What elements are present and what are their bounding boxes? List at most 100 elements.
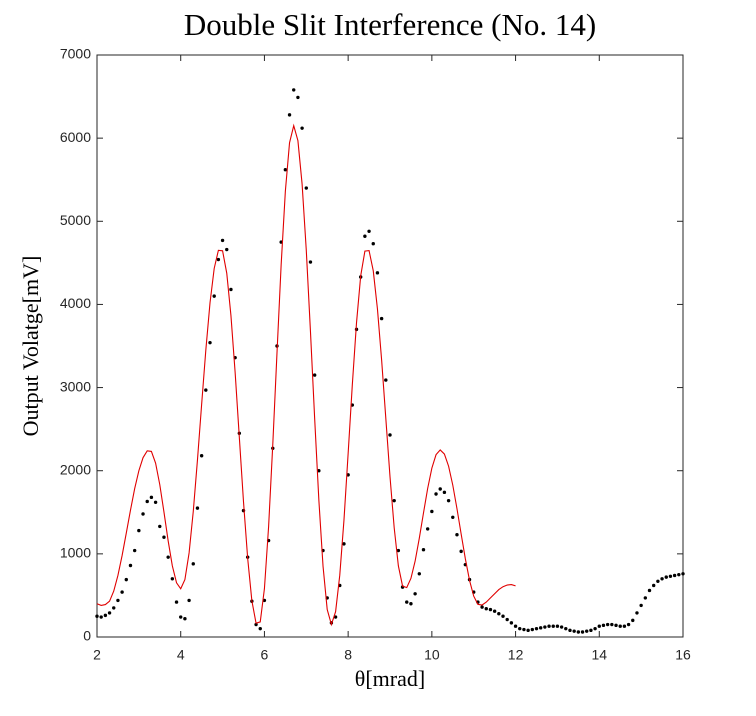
data-point xyxy=(497,612,501,616)
data-point xyxy=(132,548,137,553)
y-tick-label: 4000 xyxy=(60,295,91,311)
data-point xyxy=(413,592,417,596)
data-point xyxy=(195,506,200,510)
data-point xyxy=(568,628,572,633)
x-tick-label: 6 xyxy=(261,647,269,663)
y-tick-label: 3000 xyxy=(60,378,91,394)
data-point xyxy=(179,615,183,619)
data-point xyxy=(534,626,539,631)
x-tick-label: 10 xyxy=(424,647,440,663)
data-point xyxy=(124,577,128,582)
fit-line xyxy=(96,123,516,627)
data-point xyxy=(392,498,396,503)
data-point xyxy=(141,512,145,516)
data-point xyxy=(480,605,484,609)
data-point xyxy=(166,555,170,559)
data-point xyxy=(409,602,413,606)
data-point xyxy=(258,626,262,631)
data-point xyxy=(137,528,141,533)
data-point xyxy=(405,600,409,604)
data-point xyxy=(128,563,133,568)
data-point xyxy=(538,626,543,630)
x-tick-label: 4 xyxy=(177,647,185,663)
data-point xyxy=(660,577,664,581)
data-point xyxy=(509,621,514,625)
data-point xyxy=(145,499,149,504)
x-tick-label: 16 xyxy=(675,647,691,663)
data-point xyxy=(564,626,568,631)
data-point xyxy=(112,606,116,610)
data-point xyxy=(296,95,300,100)
data-point xyxy=(208,340,212,345)
data-point xyxy=(116,598,120,603)
data-point xyxy=(375,271,380,275)
data-point xyxy=(384,378,388,382)
y-tick-label: 5000 xyxy=(60,212,91,228)
data-point xyxy=(576,630,581,634)
data-point xyxy=(99,615,103,619)
x-tick-label: 2 xyxy=(93,647,101,663)
data-point xyxy=(442,490,447,495)
data-point xyxy=(610,622,614,627)
data-point xyxy=(438,487,442,491)
y-tick-label: 7000 xyxy=(60,46,91,62)
data-point xyxy=(120,590,124,594)
data-point xyxy=(371,242,375,246)
data-point xyxy=(668,574,673,579)
data-point xyxy=(103,613,108,618)
data-point xyxy=(304,186,308,190)
data-point xyxy=(225,247,229,252)
data-point xyxy=(513,624,518,628)
x-tick-label: 14 xyxy=(591,647,607,663)
data-point xyxy=(672,573,677,578)
data-point xyxy=(430,509,434,514)
data-point xyxy=(551,624,555,628)
data-point xyxy=(647,588,652,593)
data-point xyxy=(212,294,216,298)
data-point xyxy=(601,623,606,628)
data-point xyxy=(446,498,451,503)
data-point xyxy=(388,433,392,437)
data-point xyxy=(459,549,463,554)
data-point xyxy=(455,533,459,537)
data-point xyxy=(149,495,154,500)
data-point xyxy=(379,316,384,321)
y-axis-label: Output Volatge[mV] xyxy=(18,256,43,437)
x-tick-label: 12 xyxy=(508,647,524,663)
data-point xyxy=(501,614,505,618)
data-point xyxy=(425,527,430,531)
data-point xyxy=(526,628,530,633)
data-point xyxy=(652,583,656,588)
data-point xyxy=(292,88,296,92)
data-point xyxy=(555,624,560,628)
data-point xyxy=(183,617,187,621)
data-point xyxy=(396,548,401,553)
data-point xyxy=(605,622,610,627)
data-point xyxy=(300,126,304,130)
data-point xyxy=(488,607,493,612)
data-point xyxy=(589,628,593,633)
data-point xyxy=(664,575,668,579)
chart-title: Double Slit Interference (No. 14) xyxy=(184,7,596,42)
data-point xyxy=(95,614,99,618)
data-point xyxy=(643,596,648,600)
data-point xyxy=(614,623,618,628)
data-point xyxy=(572,629,576,633)
y-tick-label: 2000 xyxy=(60,461,91,477)
x-axis-label: θ[mrad] xyxy=(355,666,425,691)
data-point xyxy=(199,454,204,458)
data-point xyxy=(308,260,313,264)
data-point xyxy=(170,577,175,581)
data-point xyxy=(522,627,526,632)
data-point xyxy=(635,611,639,615)
data-point xyxy=(677,572,681,577)
data-point xyxy=(158,524,162,529)
data-point xyxy=(492,609,497,613)
data-point xyxy=(107,611,112,615)
plot-frame xyxy=(96,54,684,638)
data-point xyxy=(518,626,522,631)
data-point xyxy=(187,598,191,603)
y-tick-label: 6000 xyxy=(60,129,91,145)
